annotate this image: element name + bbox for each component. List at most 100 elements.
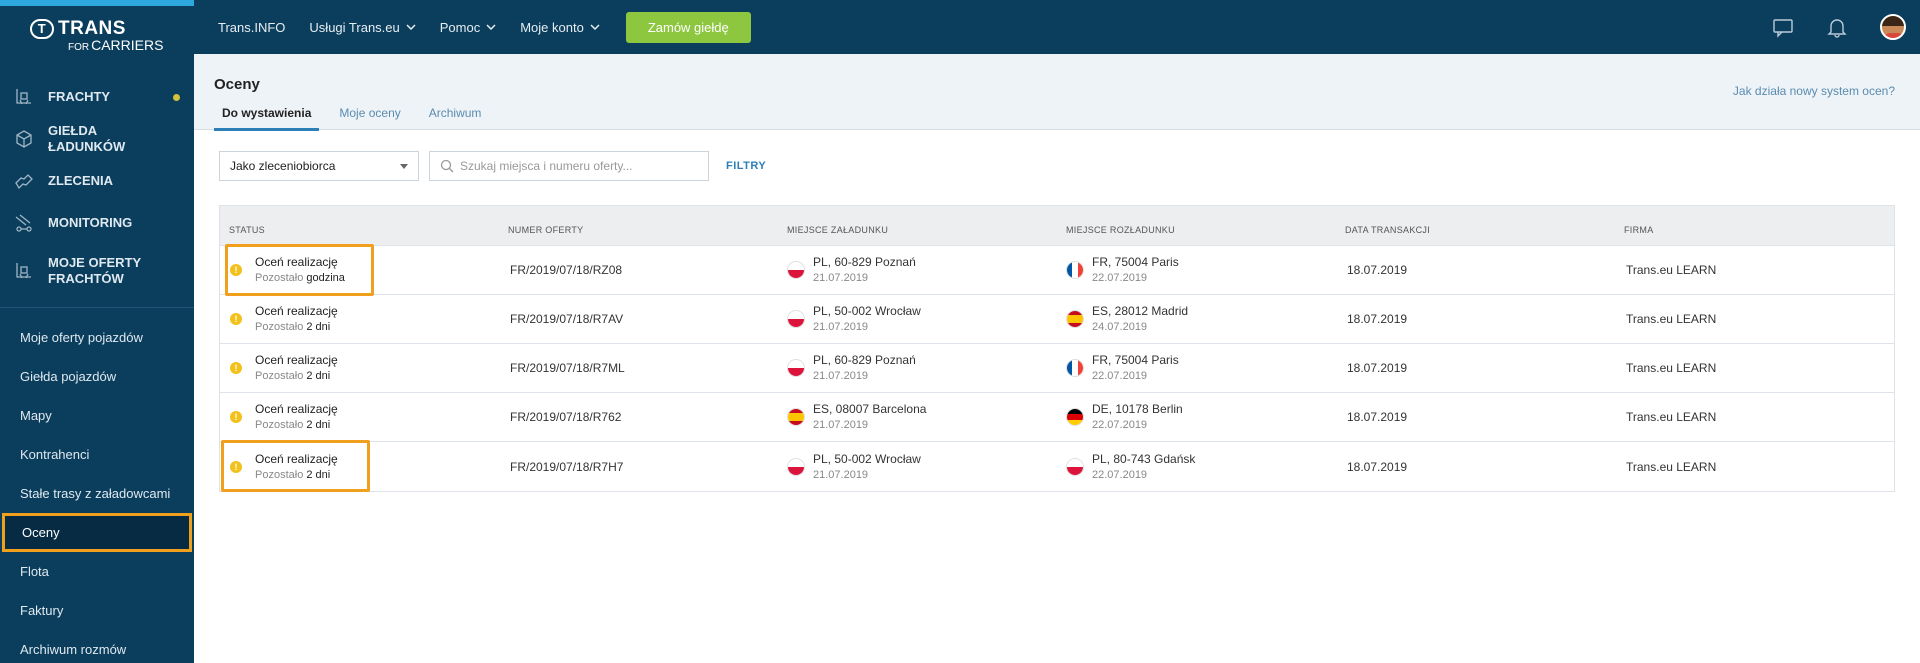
remaining-value: godzina — [306, 272, 345, 284]
flag-de-icon — [1066, 408, 1084, 426]
topbar-link-label: Pomoc — [439, 19, 481, 35]
unload-date: 22.07.2019 — [1092, 419, 1148, 431]
sidebar-item-frachty[interactable]: FRACHTY — [0, 76, 194, 118]
sidebar-item-gielda-pojazdow[interactable]: Giełda pojazdów — [20, 369, 117, 384]
role-select[interactable]: Jako zleceniobiorca — [219, 151, 419, 181]
load-place-cell: PL, 60-829 Poznań 21.07.2019 — [778, 246, 1057, 294]
status-cell: ! Oceń realizację Pozostało 2 dni — [220, 295, 499, 343]
cargo-offers-icon — [16, 263, 31, 279]
sidebar-item-zlecenia[interactable]: ZLECENIA — [0, 160, 194, 202]
remaining-label: Pozostało — [255, 468, 304, 481]
flag-fr-icon — [1066, 359, 1084, 377]
transaction-date-cell: 18.07.2019 — [1336, 295, 1615, 343]
table-row[interactable]: ! Oceń realizację Pozostało godzina FR/2019… — [220, 244, 1894, 296]
sidebar-item-moje-oferty-pojazdow[interactable]: Moje oferty pojazdów — [20, 330, 143, 345]
avatar[interactable] — [1880, 14, 1906, 40]
status-text: Oceń realizację Pozostało 2 dni — [255, 401, 338, 433]
unload-date: 22.07.2019 — [1092, 272, 1148, 284]
load-place: PL, 60-829 Poznań 21.07.2019 — [813, 352, 916, 384]
help-link[interactable]: Jak działa nowy system ocen? — [1732, 84, 1895, 98]
status-cell: ! Oceń realizację Pozostało 2 dni — [220, 344, 499, 392]
sidebar-item-kontrahenci[interactable]: Kontrahenci — [20, 447, 90, 462]
flag-pl-icon — [787, 457, 805, 476]
bell-icon[interactable] — [1826, 16, 1848, 38]
column-header-load-place[interactable]: MIEJSCE ZAŁADUNKU — [787, 225, 889, 235]
offer-number: FR/2019/07/18/RZ08 — [510, 263, 623, 277]
logo-main-text: TRANS — [58, 18, 126, 39]
unload-place: PL, 80-743 Gdańsk 22.07.2019 — [1092, 451, 1195, 483]
table-row[interactable]: ! Oceń realizację Pozostało 2 dni FR/2019/0… — [220, 344, 1894, 393]
offer-number: FR/2019/07/18/R762 — [510, 410, 622, 424]
topbar-link-pomoc[interactable]: Pomoc — [440, 20, 496, 35]
offer-number: FR/2019/07/18/R7AV — [510, 312, 624, 326]
sidebar-item-faktury[interactable]: Faktury — [20, 603, 64, 618]
flag-fr-icon — [1066, 261, 1084, 279]
column-header-transaction-date[interactable]: DATA TRANSAKCJI — [1345, 225, 1431, 235]
load-place-address: PL, 60-829 Poznań — [813, 255, 916, 269]
remaining-label: Pozostało — [255, 370, 304, 382]
tab-do-wystawienia[interactable]: Do wystawienia — [214, 106, 320, 131]
chat-icon[interactable] — [1772, 16, 1794, 38]
transaction-date: 18.07.2019 — [1347, 459, 1408, 474]
flag-es-icon — [1066, 310, 1084, 328]
column-header-company[interactable]: FIRMA — [1624, 225, 1654, 235]
company-name: Trans.eu LEARN — [1626, 459, 1717, 474]
status-action-link[interactable]: Oceń realizację — [255, 353, 338, 367]
sidebar-item-archiwum-rozmow[interactable]: Archiwum rozmów — [20, 642, 127, 657]
table-row[interactable]: ! Oceń realizację Pozostało 2 dni FR/2019/0… — [220, 393, 1894, 442]
unload-place-cell: PL, 80-743 Gdańsk 22.07.2019 — [1057, 442, 1336, 491]
sidebar: T TRANS FOR CARRIERS FRACHTY GIEŁDA ŁADUNK… — [0, 0, 194, 663]
topbar-link-label: Moje konto — [520, 19, 584, 35]
status-action-link[interactable]: Oceń realizację — [255, 402, 338, 416]
status-action-link[interactable]: Oceń realizację — [255, 304, 338, 318]
topbar-link-trans-info[interactable]: Trans.INFO — [218, 20, 285, 35]
unload-date: 22.07.2019 — [1092, 468, 1148, 481]
remaining-label: Pozostało — [255, 321, 304, 333]
search-input[interactable] — [460, 159, 700, 173]
flag-es-icon — [787, 408, 805, 426]
table-row[interactable]: ! Oceń realizację Pozostało 2 dni FR/2019/0… — [220, 440, 1894, 492]
remaining-time: Pozostało 2 dni — [255, 368, 338, 384]
sidebar-item-moje-oferty-frachtow[interactable]: MOJE OFERTY FRACHTÓW — [0, 244, 194, 298]
column-header-status[interactable]: STATUS — [229, 225, 265, 235]
column-header-offer-number[interactable]: NUMER OFERTY — [508, 225, 584, 235]
sidebar-item-monitoring[interactable]: MONITORING — [0, 202, 194, 244]
topbar-link-label: Trans.INFO — [218, 19, 286, 35]
sidebar-item-stale-trasy[interactable]: Stałe trasy z załadowcami — [20, 486, 171, 501]
table-body: ! Oceń realizację Pozostało godzina FR/2019… — [220, 244, 1894, 492]
load-place-address: ES, 08007 Barcelona — [813, 402, 927, 416]
nav-divider — [0, 307, 194, 308]
status-action-link[interactable]: Oceń realizację — [255, 255, 338, 269]
chevron-down-icon — [590, 24, 600, 30]
company-name: Trans.eu LEARN — [1626, 263, 1717, 277]
load-date: 21.07.2019 — [813, 321, 869, 333]
remaining-value: 2 dni — [306, 321, 331, 333]
load-date: 21.07.2019 — [813, 468, 869, 481]
topbar-link-moje-konto[interactable]: Moje konto — [520, 20, 600, 35]
tab-archiwum[interactable]: Archiwum — [428, 106, 482, 120]
load-place-cell: PL, 50-002 Wrocław 21.07.2019 — [778, 442, 1057, 491]
column-header-unload-place[interactable]: MIEJSCE ROZŁADUNKU — [1066, 225, 1175, 235]
tab-moje-oceny[interactable]: Moje oceny — [339, 106, 401, 120]
table-row[interactable]: ! Oceń realizację Pozostało 2 dni FR/2019/0… — [220, 295, 1894, 344]
offer-number-cell: FR/2019/07/18/R762 — [499, 393, 778, 441]
sidebar-item-oceny[interactable]: Oceny — [2, 513, 192, 552]
unload-date: 24.07.2019 — [1092, 321, 1148, 333]
sidebar-item-mapy[interactable]: Mapy — [20, 408, 52, 423]
app-logo[interactable]: T TRANS FOR CARRIERS — [30, 18, 163, 53]
warning-icon: ! — [230, 362, 242, 374]
status-action-link[interactable]: Oceń realizację — [255, 451, 338, 466]
order-exchange-button[interactable]: Zamów giełdę — [625, 11, 751, 43]
transaction-date-cell: 18.07.2019 — [1336, 344, 1615, 392]
logo-sub-small: FOR — [68, 42, 90, 53]
topbar-link-uslugi[interactable]: Usługi Trans.eu — [309, 20, 416, 35]
filters-link[interactable]: FILTRY — [726, 160, 767, 172]
avatar-hair — [1882, 16, 1904, 26]
cargo-icon — [16, 89, 31, 105]
sidebar-item-gielda-ladunkow[interactable]: GIEŁDA ŁADUNKÓW — [0, 118, 194, 160]
box-icon — [16, 130, 32, 148]
sidebar-item-flota[interactable]: Flota — [20, 564, 49, 579]
status-text: Oceń realizację Pozostało 2 dni — [255, 352, 338, 384]
caret-down-icon — [400, 164, 408, 169]
tabs: Do wystawienia Moje oceny Archiwum — [214, 106, 501, 131]
